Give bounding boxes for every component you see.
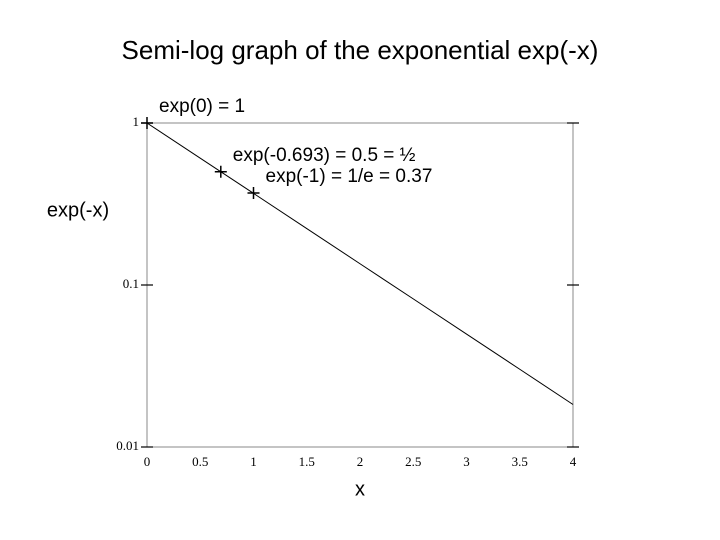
annotation-text: exp(-0.693) = 0.5 = ½	[233, 145, 416, 166]
x-tick-label: 2	[357, 454, 364, 469]
x-tick-label: 1.5	[299, 454, 315, 469]
x-tick-label: 3	[463, 454, 470, 469]
line-series	[146, 122, 574, 405]
annotation-text: exp(-1) = 1/e = 0.37	[266, 166, 433, 187]
annotation-marker	[141, 117, 153, 129]
x-tick-label: 4	[570, 454, 577, 469]
y-tick-label: 0.01	[116, 438, 139, 453]
annotation-text: exp(0) = 1	[159, 96, 245, 117]
x-axis-label: x	[355, 478, 365, 500]
x-tick-label: 0	[144, 454, 151, 469]
x-tick-label: 3.5	[512, 454, 528, 469]
annotation-marker	[214, 165, 227, 178]
annotation-marker	[247, 186, 260, 199]
y-tick-label: 0.1	[123, 276, 139, 291]
x-tick-label: 0.5	[192, 454, 208, 469]
x-tick-label: 2.5	[405, 454, 421, 469]
chart-title: Semi-log graph of the exponential exp(-x…	[122, 35, 599, 65]
y-tick-label: 1	[133, 114, 140, 129]
x-tick-label: 1	[250, 454, 257, 469]
y-axis-label: exp(-x)	[47, 199, 109, 221]
